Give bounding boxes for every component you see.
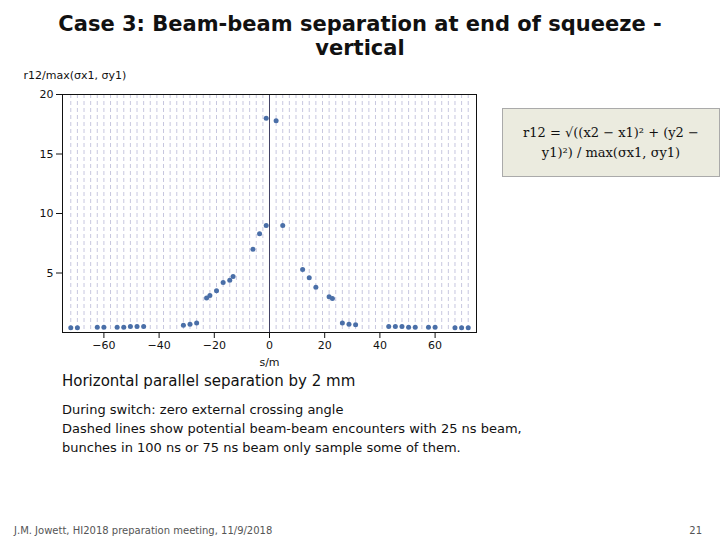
html-text:During switch: zero external c: During switch: zero external crossing an…	[62, 402, 344, 417]
html-text:r12 = √((x2 − x1)² + (y2 − y1): r12 = √((x2 − x1)² + (y2 − y1)²) / max(σ…	[523, 125, 699, 160]
svg-text:20: 20	[40, 88, 54, 101]
html-text:Dashed lines show potential be: Dashed lines show potential beam-beam en…	[62, 421, 522, 436]
svg-text:0: 0	[266, 339, 273, 352]
html-text:Case 3: Beam-beam separation a: Case 3: Beam-beam separation at end of s…	[58, 12, 662, 60]
svg-text:−40: −40	[147, 339, 170, 352]
html-text:bunches in 100 ns or 75 ns bea: bunches in 100 ns or 75 ns beam only sam…	[62, 440, 461, 455]
svg-text:r12/max(σx1, σy1): r12/max(σx1, σy1)	[24, 69, 127, 82]
svg-text:s/m: s/m	[259, 356, 279, 369]
svg-text:−20: −20	[203, 339, 226, 352]
svg-text:60: 60	[428, 339, 442, 352]
html-text:J.M. Jowett, HI2018 preparatio: J.M. Jowett, HI2018 preparation meeting,…	[14, 525, 273, 536]
svg-text:5: 5	[47, 267, 54, 280]
html-text:Horizontal parallel separation: Horizontal parallel separation by 2 mm	[62, 372, 356, 390]
html-text:21: 21	[689, 525, 702, 536]
svg-text:15: 15	[40, 148, 54, 161]
svg-text:10: 10	[40, 207, 54, 220]
svg-text:40: 40	[373, 339, 387, 352]
svg-text:−60: −60	[92, 339, 115, 352]
svg-text:20: 20	[318, 339, 332, 352]
